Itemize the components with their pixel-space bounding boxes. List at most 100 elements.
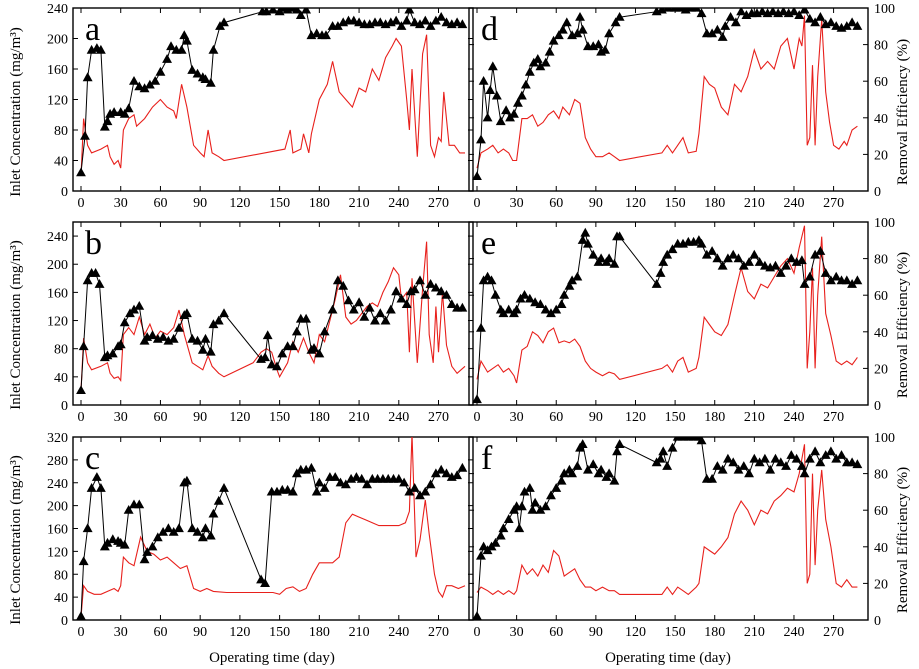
x-tick-label: 210	[349, 196, 370, 211]
efficiency-point	[129, 304, 139, 314]
efficiency-point	[266, 359, 277, 369]
x-tick-label: 180	[704, 196, 725, 211]
efficiency-point	[476, 322, 486, 332]
efficiency-point	[430, 15, 441, 25]
y-tick-label-right: 0	[874, 614, 881, 629]
efficiency-point	[770, 453, 781, 463]
efficiency-point	[119, 108, 130, 118]
efficiency-point	[655, 453, 666, 463]
efficiency-point	[781, 461, 791, 470]
efficiency-point	[791, 453, 802, 463]
plot-area-c	[76, 437, 468, 620]
efficiency-point	[491, 90, 502, 100]
efficiency-point	[826, 275, 836, 285]
efficiency-point	[662, 461, 673, 470]
efficiency-point	[744, 468, 754, 478]
efficiency-point	[274, 8, 285, 16]
efficiency-point	[311, 486, 322, 496]
efficiency-point	[826, 17, 836, 27]
panel-e: 0 30 60 90 120 150 180 210 240 270 0 20 40 60 80 100 e	[468, 216, 895, 425]
efficiency-point	[720, 21, 731, 30]
efficiency-point	[831, 453, 842, 463]
x-axis-title-right: Operating time (day)	[605, 650, 731, 666]
panel-d: 0 30 60 90 120 150 180 210 240 270 0 20 40 60 80 100 d	[468, 2, 895, 211]
efficiency-point	[514, 523, 525, 533]
x-tick-label: 90	[589, 410, 603, 425]
efficiency-point	[262, 330, 273, 340]
efficiency-point	[610, 17, 621, 27]
efficiency-point	[102, 537, 113, 547]
efficiency-point	[513, 98, 523, 107]
x-tick-label: 0	[474, 410, 481, 425]
efficiency-point	[391, 286, 402, 296]
efficiency-point	[430, 468, 441, 478]
efficiency-point	[219, 483, 229, 492]
efficiency-point	[107, 534, 118, 544]
efficiency-point	[498, 523, 509, 533]
x-tick-label: 90	[589, 625, 603, 640]
efficiency-point	[166, 41, 176, 51]
series-efficiency-line	[80, 272, 463, 391]
efficiency-point	[335, 477, 346, 487]
plot-area-d	[472, 8, 863, 180]
efficiency-point	[498, 308, 509, 318]
efficiency-point	[208, 319, 219, 329]
x-tick-label: 150	[269, 196, 290, 211]
efficiency-point	[696, 437, 707, 445]
efficiency-point	[158, 332, 168, 341]
efficiency-point	[524, 66, 535, 76]
efficiency-point	[551, 304, 562, 314]
efficiency-point	[415, 490, 425, 500]
efficiency-point	[219, 17, 229, 27]
efficiency-point	[609, 258, 620, 268]
y-tick-label-right: 100	[874, 216, 895, 231]
efficiency-point	[282, 484, 293, 494]
panel-a: 0 30 60 90 120 150 180 210 240 270 0 40 80 120 160 200 2…	[47, 2, 474, 211]
efficiency-point	[511, 304, 522, 314]
efficiency-point	[815, 246, 826, 255]
panel-c: 0 30 60 90 120 150 180 210 240 270 0 40 80 120 160 200 2…	[47, 431, 474, 640]
efficiency-point	[109, 107, 119, 116]
series-inlet-line	[80, 34, 465, 176]
x-tick-label: 150	[665, 625, 686, 640]
series-efficiency-line	[80, 8, 463, 173]
efficiency-point	[306, 462, 317, 472]
efficiency-point	[749, 249, 760, 259]
y-tick-label-right: 80	[874, 253, 888, 268]
efficiency-point	[799, 8, 810, 14]
efficiency-point	[268, 8, 278, 14]
efficiency-point	[150, 76, 161, 85]
efficiency-point	[520, 79, 531, 89]
efficiency-point	[208, 508, 219, 518]
efficiency-point	[123, 505, 134, 514]
y-tick-label-left: 120	[47, 545, 68, 560]
efficiency-point	[90, 268, 101, 277]
y-tick-label-left: 240	[47, 477, 68, 492]
efficiency-point	[213, 315, 224, 325]
series-inlet-line	[476, 444, 858, 596]
efficiency-point	[364, 302, 375, 312]
efficiency-point	[197, 344, 208, 354]
y-tick-label-left: 240	[47, 230, 68, 245]
efficiency-point	[330, 472, 341, 481]
efficiency-point	[187, 523, 198, 533]
efficiency-point	[561, 17, 572, 27]
y-tick-label-right: 40	[874, 541, 888, 556]
panel-letter-b: b	[85, 225, 102, 262]
x-tick-label: 210	[744, 410, 765, 425]
efficiency-point	[575, 12, 585, 21]
efficiency-point	[723, 253, 733, 263]
efficiency-point	[452, 17, 462, 27]
efficiency-point	[420, 486, 431, 496]
efficiency-point	[820, 450, 831, 459]
efficiency-point	[540, 501, 551, 511]
efficiency-point	[553, 30, 564, 40]
x-tick-label: 30	[510, 625, 524, 640]
efficiency-point	[810, 446, 820, 456]
efficiency-point	[200, 523, 211, 533]
x-tick-label: 240	[783, 196, 804, 211]
panel-b: 0 30 60 90 120 150 180 210 240 270 0 40 80 120 160 200 2…	[47, 221, 474, 425]
efficiency-point	[139, 554, 150, 564]
y-tick-label-right: 20	[874, 148, 888, 163]
